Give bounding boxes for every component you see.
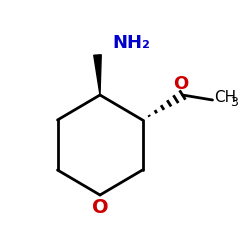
Text: O: O xyxy=(174,75,189,93)
Text: O: O xyxy=(92,198,108,217)
Text: 3: 3 xyxy=(230,96,238,109)
Polygon shape xyxy=(94,55,101,95)
Text: CH: CH xyxy=(214,90,236,105)
Text: NH₂: NH₂ xyxy=(112,34,150,52)
